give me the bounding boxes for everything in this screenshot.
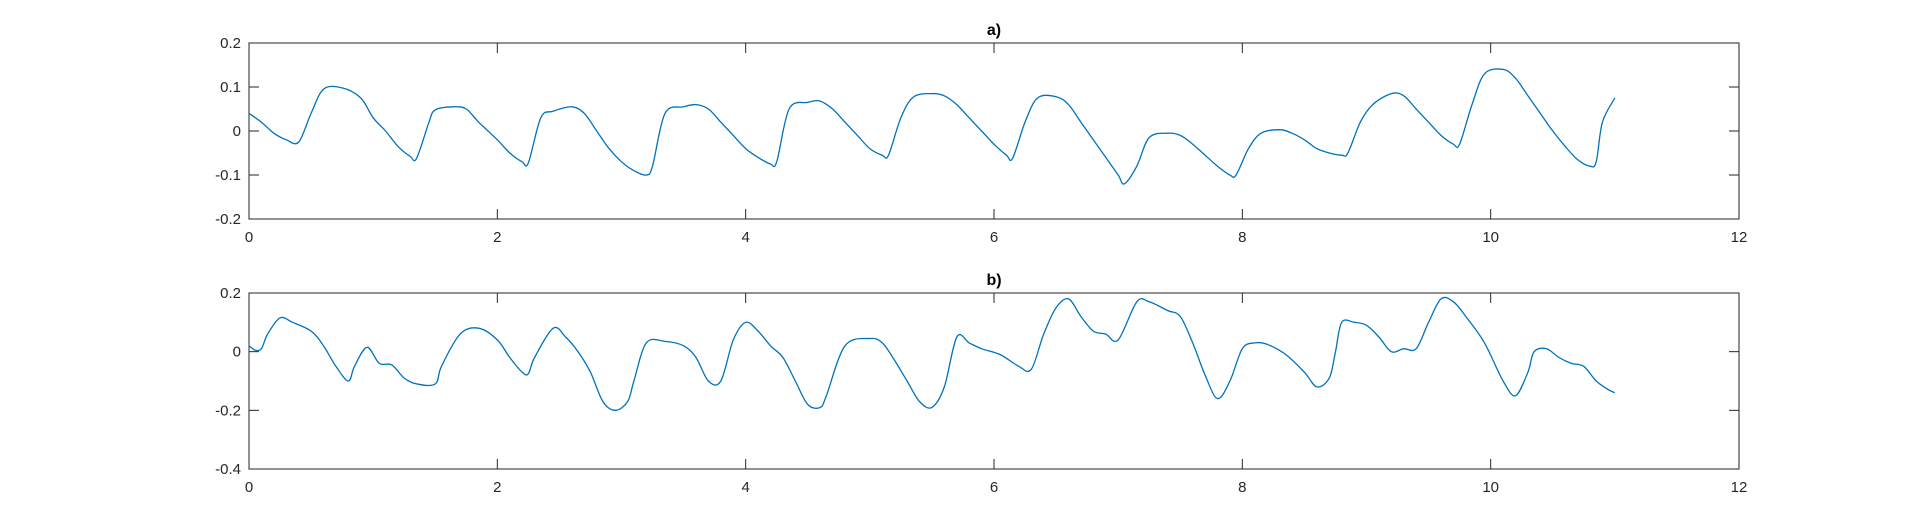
x-tick-label: 0: [245, 229, 253, 246]
subplot-a: a) 0 2 4 6 8 10 12 -0.2 -0.1 0 0.1 0.2: [215, 22, 1747, 246]
y-tick-label: -0.2: [215, 402, 241, 419]
y-tick-label: 0: [233, 344, 241, 361]
y-tick-label: -0.4: [215, 461, 241, 478]
subplot-b: b) 0 2 4 6 8 10 12 -0.4 -0.2 0 0.2: [215, 272, 1747, 496]
x-tick-label: 8: [1238, 229, 1246, 246]
x-tick-label: 10: [1482, 479, 1499, 496]
y-tick-label: -0.2: [215, 211, 241, 228]
x-tick-label: 6: [990, 229, 998, 246]
x-tick-label: 2: [493, 479, 501, 496]
y-tick-label: 0.2: [220, 35, 241, 52]
axes-box: [248, 292, 1740, 470]
x-tick-label: 4: [741, 229, 749, 246]
y-tick-label: 0.2: [220, 285, 241, 302]
x-tick-label: 6: [990, 479, 998, 496]
axes-box: [248, 42, 1740, 220]
x-tick-label: 8: [1238, 479, 1246, 496]
x-tick-label: 10: [1482, 229, 1499, 246]
y-tick-label: 0: [233, 123, 241, 140]
plot-title: a): [987, 22, 1001, 39]
x-tick-label: 2: [493, 229, 501, 246]
series-line: [248, 68, 1616, 185]
y-tick-label: 0.1: [220, 79, 241, 96]
series-line: [248, 296, 1616, 411]
plot-title: b): [986, 272, 1001, 289]
y-tick-label: -0.1: [215, 167, 241, 184]
x-tick-label: 12: [1731, 229, 1748, 246]
x-tick-label: 4: [741, 479, 749, 496]
x-tick-label: 12: [1731, 479, 1748, 496]
x-tick-label: 0: [245, 479, 253, 496]
